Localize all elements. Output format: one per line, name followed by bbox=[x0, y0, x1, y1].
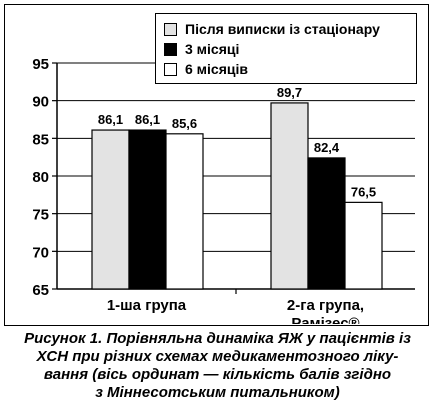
bar bbox=[344, 201, 383, 290]
legend-label-6-months: 6 місяців bbox=[185, 61, 248, 77]
data-label: 85,6 bbox=[172, 116, 197, 131]
caption-line: ХСН при різних схемах медикаментозного л… bbox=[36, 348, 399, 365]
legend-swatch-6-months bbox=[164, 62, 177, 76]
y-tick-label: 80 bbox=[32, 169, 49, 186]
bar bbox=[270, 102, 309, 290]
bar-chart: 65 70 75 80 85 90 95 86,1 86,1 85,6 1-ша група 89,7… bbox=[32, 56, 415, 324]
legend-item-6-months: 6 місяців bbox=[164, 59, 416, 79]
bar bbox=[165, 133, 204, 290]
bar bbox=[128, 129, 167, 290]
bar bbox=[307, 157, 346, 290]
y-tick-label: 85 bbox=[32, 131, 49, 148]
data-label: 82,4 bbox=[314, 140, 340, 155]
legend-label-3-months: 3 місяці bbox=[185, 41, 240, 57]
y-tick-label: 65 bbox=[32, 282, 49, 299]
data-label: 86,1 bbox=[135, 112, 160, 127]
legend-label-after-discharge: Після виписки із стаціонару bbox=[185, 21, 380, 37]
y-tick-label: 90 bbox=[32, 94, 49, 111]
category-label: 1-ша група bbox=[107, 297, 187, 314]
y-tick-label: 70 bbox=[32, 244, 49, 261]
data-label: 89,7 bbox=[277, 85, 302, 100]
legend-item-after-discharge: Після виписки із стаціонару bbox=[164, 19, 416, 39]
category-label: Рамізес® bbox=[291, 315, 359, 324]
caption-line: вання (вісь ординат — кількість балів зг… bbox=[43, 366, 392, 383]
caption-line: Рисунок 1. Порівняльна динаміка ЯЖ у пац… bbox=[24, 330, 411, 347]
figure-caption: Рисунок 1. Порівняльна динаміка ЯЖ у пац… bbox=[4, 330, 431, 402]
legend-swatch-after-discharge bbox=[164, 22, 177, 36]
caption-line: з Міннесотським питальником) bbox=[95, 384, 340, 401]
legend-swatch-3-months bbox=[164, 42, 177, 56]
data-label: 86,1 bbox=[98, 112, 123, 127]
legend-item-3-months: 3 місяці bbox=[164, 39, 416, 59]
y-tick-label: 75 bbox=[32, 207, 49, 224]
y-tick-label: 95 bbox=[32, 56, 49, 73]
data-label: 76,5 bbox=[351, 184, 376, 199]
legend: Після виписки із стаціонару 3 місяці 6 м… bbox=[155, 13, 417, 84]
category-label: 2-га група, bbox=[287, 297, 364, 314]
chart-frame: 65 70 75 80 85 90 95 86,1 86,1 85,6 1-ша група 89,7… bbox=[4, 4, 429, 326]
bar bbox=[91, 129, 130, 290]
